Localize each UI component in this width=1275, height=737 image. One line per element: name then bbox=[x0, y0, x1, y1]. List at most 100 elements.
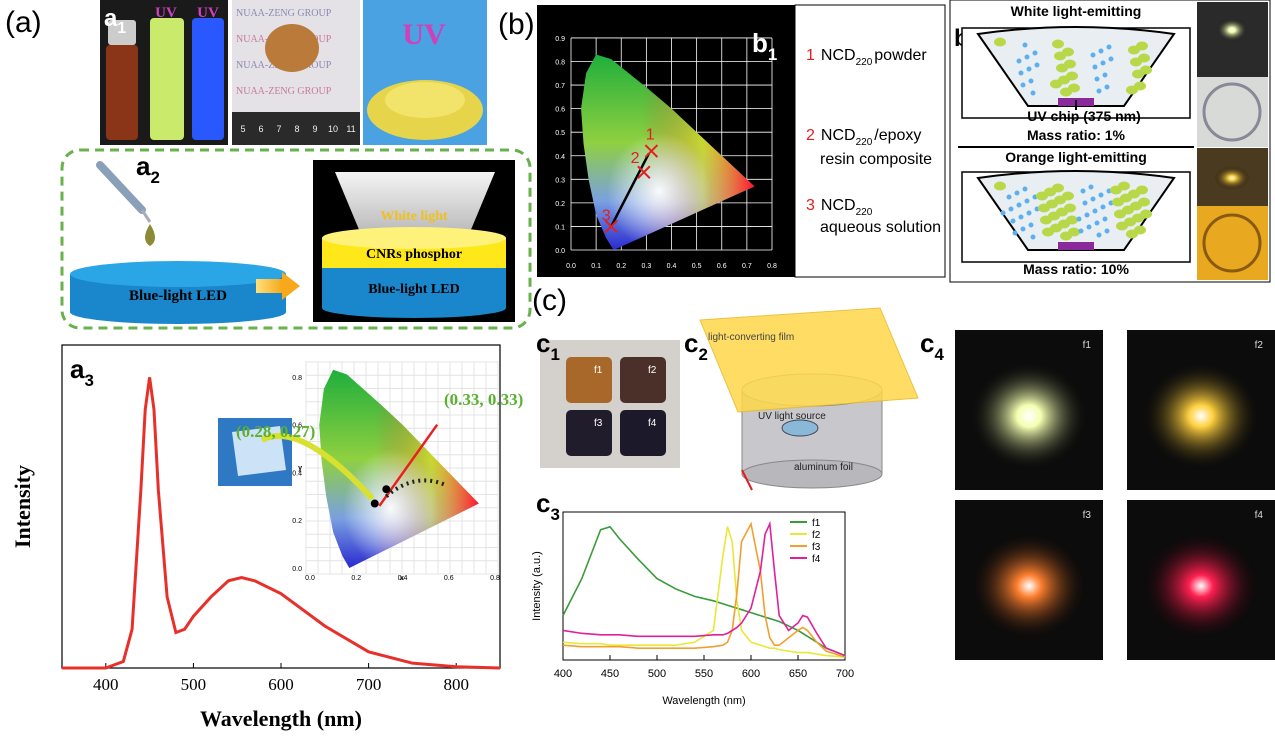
led-glow bbox=[1141, 531, 1261, 641]
uv-source bbox=[782, 420, 818, 436]
panel-subscript: 4 bbox=[934, 345, 944, 364]
drop bbox=[145, 224, 155, 246]
label: 0.8 bbox=[292, 375, 302, 382]
label: 0.6 bbox=[444, 575, 454, 582]
dot-blue bbox=[1085, 213, 1090, 218]
panel-subscript: 1 bbox=[768, 45, 777, 64]
tablet bbox=[265, 24, 319, 72]
film-sample bbox=[566, 357, 612, 403]
label: 0.8 bbox=[555, 60, 565, 67]
label: 0.2 bbox=[616, 263, 626, 270]
dot-blue bbox=[1019, 215, 1024, 220]
point-2 bbox=[382, 485, 390, 493]
glow bbox=[1216, 18, 1248, 42]
label: 7 bbox=[276, 124, 281, 134]
dot-blue bbox=[1079, 229, 1084, 234]
legend-label: f4 bbox=[812, 554, 821, 565]
dot-blue bbox=[1081, 189, 1086, 194]
label: f4 bbox=[648, 418, 657, 429]
photo-orange-logo bbox=[1197, 206, 1268, 280]
dot-blue bbox=[1093, 65, 1098, 70]
dot-green bbox=[1054, 52, 1066, 61]
panel-letter: a bbox=[136, 151, 151, 181]
dot-green bbox=[1114, 210, 1126, 219]
label: 0.7 bbox=[555, 83, 565, 90]
x-tick-label: 550 bbox=[695, 668, 713, 680]
panel-sublabel: c3 bbox=[536, 488, 560, 524]
label: 0.3 bbox=[555, 177, 565, 184]
dot-blue bbox=[1099, 49, 1104, 54]
label: 0.2 bbox=[292, 518, 302, 525]
panel-sublabel: a2 bbox=[136, 151, 160, 187]
dot-blue bbox=[1097, 233, 1102, 238]
panel-subscript: 3 bbox=[84, 371, 93, 390]
label: 0.8 bbox=[767, 263, 777, 270]
label: 0.5 bbox=[692, 263, 702, 270]
label: 0.6 bbox=[717, 263, 727, 270]
item-subscript: 220 bbox=[856, 137, 873, 148]
panel-letter: c bbox=[536, 488, 550, 518]
dot-blue bbox=[1107, 45, 1112, 50]
label: 0.4 bbox=[555, 154, 565, 161]
dropper-tip bbox=[142, 210, 150, 222]
label: 0.3 bbox=[642, 263, 652, 270]
dot-green bbox=[1052, 40, 1064, 49]
dot-green bbox=[1132, 70, 1144, 79]
dot-blue bbox=[1027, 211, 1032, 216]
chip bbox=[1058, 242, 1094, 250]
dot-green bbox=[1042, 228, 1054, 237]
label: f2 bbox=[648, 365, 657, 376]
dot-blue bbox=[1025, 55, 1030, 60]
dot-blue bbox=[1101, 205, 1106, 210]
item-rest: powder bbox=[874, 47, 927, 64]
dot-blue bbox=[1083, 201, 1088, 206]
dot-green bbox=[1116, 222, 1128, 231]
dot-blue bbox=[1013, 231, 1018, 236]
dot-blue bbox=[1093, 209, 1098, 214]
legend-label: f3 bbox=[812, 542, 821, 553]
item-name: NCD bbox=[821, 197, 856, 214]
label: 0.0 bbox=[292, 566, 302, 573]
label: NUAA-ZENG GROUP bbox=[236, 8, 332, 19]
label: 0.8 bbox=[490, 575, 500, 582]
dot-blue bbox=[1023, 187, 1028, 192]
label: UV bbox=[155, 5, 177, 21]
label: 9 bbox=[312, 124, 317, 134]
label: Mass ratio: 10% bbox=[1023, 261, 1129, 277]
panel-subscript: 1 bbox=[117, 20, 126, 37]
label: 5 bbox=[240, 124, 245, 134]
label: 10 bbox=[328, 124, 338, 134]
dot-blue bbox=[1015, 191, 1020, 196]
label: (0.33, 0.33) bbox=[444, 390, 523, 409]
item-line2: aqueous solution bbox=[820, 219, 941, 236]
phosphor-top bbox=[322, 227, 506, 249]
label: (0.28, 0.27) bbox=[236, 422, 315, 441]
dot-blue bbox=[1091, 53, 1096, 58]
film-sheet bbox=[700, 308, 918, 412]
label: CNRs phosphor bbox=[366, 247, 462, 262]
label: UV bbox=[402, 18, 446, 51]
item-name: NCD bbox=[821, 127, 856, 144]
dot-blue bbox=[1103, 73, 1108, 78]
panel-letter: c bbox=[920, 328, 934, 358]
x-tick-label: 400 bbox=[554, 668, 572, 680]
label: 0.1 bbox=[591, 263, 601, 270]
label: 11 bbox=[346, 124, 355, 134]
dot-blue bbox=[1105, 85, 1110, 90]
x-tick-label: 650 bbox=[789, 668, 807, 680]
dot-green bbox=[1112, 198, 1124, 207]
led-glow bbox=[969, 531, 1089, 641]
vial bbox=[150, 18, 184, 140]
label: UV chip (375 nm) bbox=[1027, 108, 1141, 124]
dot-green bbox=[1038, 204, 1050, 213]
dot-green bbox=[1036, 192, 1048, 201]
dot-blue bbox=[1029, 79, 1034, 84]
dot-blue bbox=[1105, 229, 1110, 234]
dot-blue bbox=[1021, 227, 1026, 232]
powder-top bbox=[385, 82, 465, 118]
label: White light bbox=[380, 209, 448, 224]
dot-blue bbox=[1091, 197, 1096, 202]
label: 0.2 bbox=[555, 201, 565, 208]
film-sample bbox=[620, 357, 666, 403]
dot-blue bbox=[1035, 63, 1040, 68]
